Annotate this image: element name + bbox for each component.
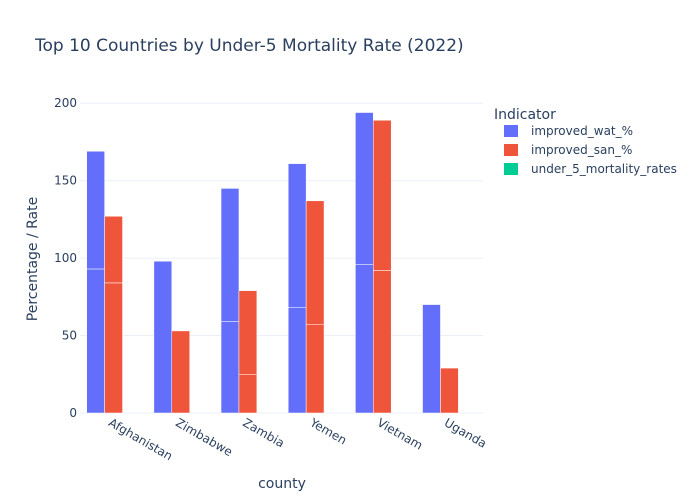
bar-segment[interactable] — [86, 150, 105, 270]
bar-segment[interactable] — [373, 270, 392, 414]
y-tick-label: 150 — [54, 174, 77, 188]
y-axis-title: Percentage / Rate — [25, 197, 41, 321]
bar-segment[interactable] — [220, 321, 240, 414]
legend-swatch[interactable] — [504, 144, 518, 156]
x-axis-title: county — [258, 476, 306, 492]
bar-segment[interactable] — [422, 304, 441, 414]
bar-segment[interactable] — [287, 307, 307, 414]
y-tick-label: 100 — [54, 251, 77, 265]
x-tick-label: Afghanistan — [106, 415, 175, 463]
y-tick-label: 0 — [69, 406, 77, 420]
bar-segment[interactable] — [373, 120, 392, 271]
gridlines — [80, 102, 483, 414]
bar-segment[interactable] — [355, 264, 374, 414]
bar-segment[interactable] — [104, 282, 123, 414]
bar-segment[interactable] — [153, 260, 173, 414]
bars — [86, 112, 459, 414]
y-tick-label: 200 — [54, 96, 77, 110]
legend[interactable]: Indicator improved_wat_% improved_san_%un… — [494, 107, 677, 176]
x-tick-label: Yemen — [307, 415, 349, 448]
bar-segment[interactable] — [238, 290, 258, 375]
x-tick-label: Zimbabwe — [173, 415, 235, 459]
legend-swatch[interactable] — [504, 125, 518, 137]
x-tick-label: Uganda — [442, 415, 489, 450]
bar-segment[interactable] — [238, 374, 258, 414]
legend-label[interactable]: under_5_mortality_rates — [531, 162, 677, 176]
bar-segment[interactable] — [305, 200, 325, 325]
x-tick-label: Vietnam — [375, 415, 425, 452]
chart-title: Top 10 Countries by Under-5 Mortality Ra… — [34, 36, 464, 56]
legend-swatch[interactable] — [504, 163, 518, 175]
legend-title: Indicator — [494, 107, 556, 123]
legend-label[interactable]: improved_san_% — [531, 143, 632, 157]
bar-segment[interactable] — [171, 330, 190, 414]
bar-segment[interactable] — [287, 163, 307, 308]
bar-segment[interactable] — [305, 324, 325, 414]
x-tick-label: Zambia — [240, 415, 286, 450]
y-tick-labels: 0 50 100 150 200 — [54, 96, 77, 420]
bar-segment[interactable] — [86, 268, 105, 414]
bar-segment[interactable] — [220, 188, 240, 322]
bar-segment[interactable] — [104, 216, 123, 284]
y-tick-label: 50 — [62, 329, 77, 343]
bar-segment[interactable] — [440, 367, 459, 414]
bar-segment[interactable] — [355, 112, 374, 265]
legend-label[interactable]: improved_wat_% — [531, 124, 633, 138]
